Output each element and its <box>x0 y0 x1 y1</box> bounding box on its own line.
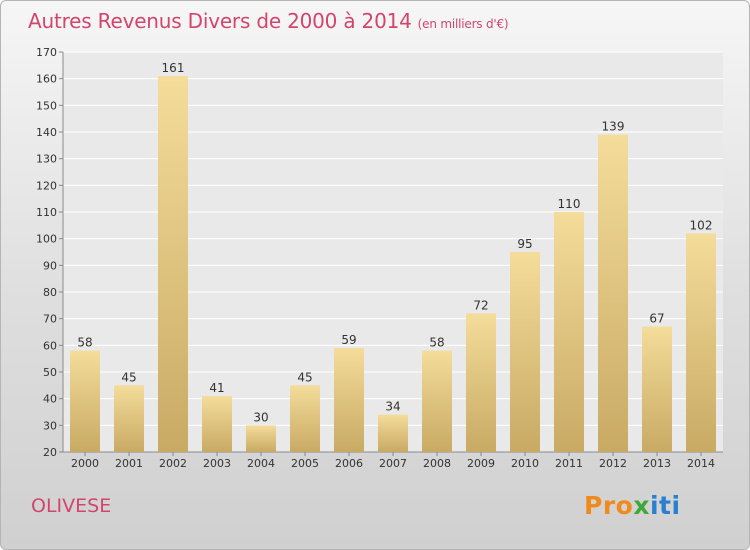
bar <box>70 350 100 452</box>
title-text: Autres Revenus Divers de 2000 à 2014 <box>28 9 412 33</box>
bar <box>554 212 584 452</box>
data-label: 139 <box>602 120 625 134</box>
bar <box>642 326 672 452</box>
y-tick-label: 110 <box>36 206 57 219</box>
data-label: 45 <box>297 370 312 384</box>
y-tick-label: 160 <box>36 73 57 86</box>
y-tick-label: 90 <box>43 259 57 272</box>
x-tick-label: 2006 <box>335 457 363 470</box>
data-label: 102 <box>690 218 713 232</box>
bar <box>202 396 232 452</box>
bar <box>686 233 716 452</box>
bar <box>114 385 144 452</box>
commune-name: OLIVESE <box>31 495 112 517</box>
bar <box>598 134 628 452</box>
data-label: 110 <box>558 197 581 211</box>
x-tick-label: 2010 <box>511 457 539 470</box>
y-tick-label: 20 <box>43 446 57 459</box>
x-tick-label: 2005 <box>291 457 319 470</box>
y-tick-label: 70 <box>43 313 57 326</box>
bar <box>334 348 364 452</box>
data-label: 30 <box>253 410 268 424</box>
x-tick-label: 2008 <box>423 457 451 470</box>
y-tick-label: 170 <box>36 46 57 59</box>
bar <box>158 76 188 452</box>
data-label: 72 <box>473 298 488 312</box>
y-tick-label: 120 <box>36 179 57 192</box>
x-tick-label: 2007 <box>379 457 407 470</box>
y-tick-label: 50 <box>43 366 57 379</box>
y-tick-label: 130 <box>36 153 57 166</box>
chart-subtitle: (en milliers d'€) <box>417 17 509 31</box>
bar <box>510 252 540 452</box>
bar <box>466 313 496 452</box>
x-tick-label: 2011 <box>555 457 583 470</box>
data-label: 41 <box>209 381 224 395</box>
bar <box>378 414 408 452</box>
x-tick-label: 2014 <box>687 457 715 470</box>
data-label: 95 <box>517 237 532 251</box>
x-tick-label: 2004 <box>247 457 275 470</box>
bar <box>422 350 452 452</box>
y-tick-label: 150 <box>36 99 57 112</box>
x-tick-label: 2000 <box>71 457 99 470</box>
data-label: 161 <box>162 61 185 75</box>
y-tick-label: 100 <box>36 233 57 246</box>
data-label: 59 <box>341 333 356 347</box>
x-tick-label: 2001 <box>115 457 143 470</box>
x-tick-label: 2002 <box>159 457 187 470</box>
y-tick-label: 60 <box>43 339 57 352</box>
x-tick-label: 2003 <box>203 457 231 470</box>
proxiti-logo: Proxiti <box>584 491 681 520</box>
data-label: 58 <box>77 336 92 350</box>
y-tick-label: 40 <box>43 393 57 406</box>
x-tick-label: 2013 <box>643 457 671 470</box>
chart-title: Autres Revenus Divers de 2000 à 2014 (en … <box>28 9 509 33</box>
data-label: 34 <box>385 400 400 414</box>
bar <box>290 385 320 452</box>
y-tick-label: 30 <box>43 419 57 432</box>
data-label: 58 <box>429 336 444 350</box>
data-label: 67 <box>649 312 664 326</box>
x-tick-label: 2012 <box>599 457 627 470</box>
data-label: 45 <box>121 370 136 384</box>
y-tick-label: 80 <box>43 286 57 299</box>
x-tick-label: 2009 <box>467 457 495 470</box>
y-tick-label: 140 <box>36 126 57 139</box>
bar <box>246 425 276 452</box>
